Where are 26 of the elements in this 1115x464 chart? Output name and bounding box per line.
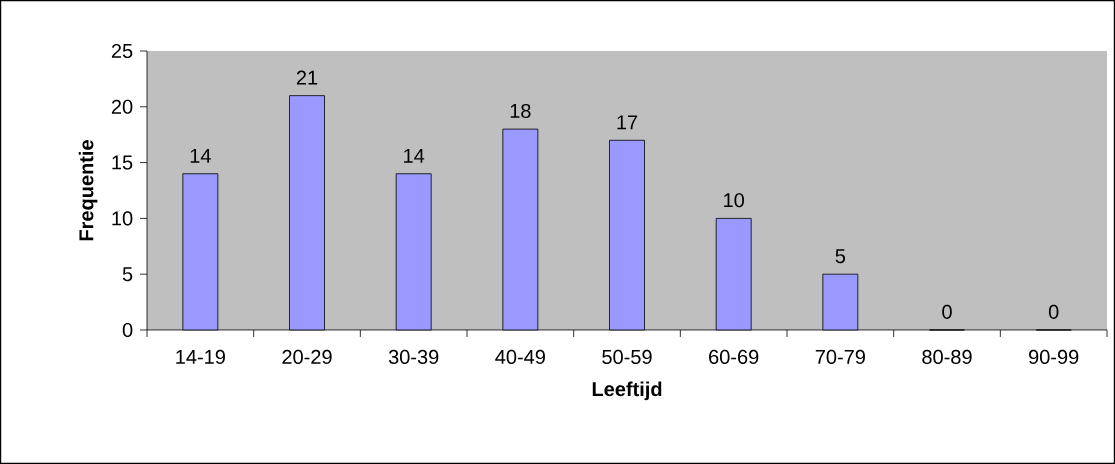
x-tick-label: 80-89 <box>922 349 972 365</box>
x-tick-label: 60-69 <box>709 349 759 365</box>
y-tick-label: 10 <box>112 211 133 226</box>
x-tick-label: 50-59 <box>602 349 652 365</box>
data-label: 21 <box>296 70 318 85</box>
x-tick-label: 14-19 <box>176 349 225 365</box>
x-tick-label: 40-49 <box>495 349 545 365</box>
x-axis-title: Leeftijd <box>592 381 662 401</box>
x-tick-label: 90-99 <box>1029 349 1079 365</box>
data-label: 0 <box>1048 304 1059 319</box>
y-tick-label: 0 <box>122 322 133 338</box>
x-tick-label: 20-29 <box>282 349 332 365</box>
y-tick-label: 5 <box>122 267 133 282</box>
data-label: 17 <box>617 115 638 130</box>
data-label: 10 <box>724 193 745 208</box>
y-axis-title: Frequentie <box>78 140 98 241</box>
data-label: 0 <box>942 304 952 319</box>
x-tick-label: 70-79 <box>815 349 865 365</box>
data-label: 5 <box>835 249 846 264</box>
x-tick-label: 30-39 <box>388 349 439 365</box>
y-tick-label: 15 <box>112 155 133 170</box>
data-label: 14 <box>190 148 211 163</box>
data-label: 18 <box>510 103 531 119</box>
data-label: 14 <box>404 148 425 163</box>
y-tick-label: 25 <box>111 43 133 59</box>
y-tick-label: 20 <box>111 99 133 114</box>
